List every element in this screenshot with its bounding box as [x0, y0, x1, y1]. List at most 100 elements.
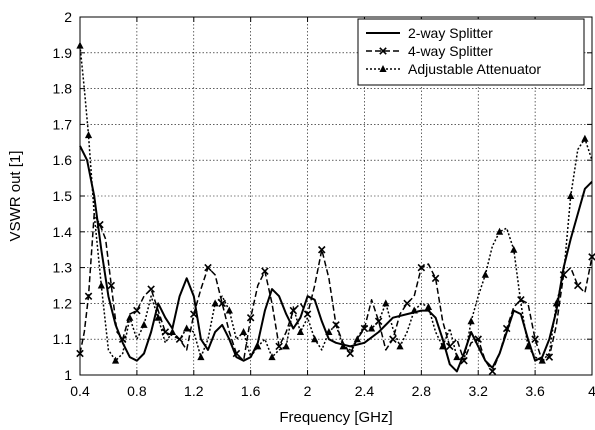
legend-entry: Adjustable Attenuator — [366, 61, 541, 77]
x-marker — [574, 281, 582, 290]
x-tick-label: 3.6 — [525, 383, 545, 399]
x-tick-label: 1.2 — [184, 383, 204, 399]
x-tick-label: 2.4 — [355, 383, 375, 399]
legend-label: 2-way Splitter — [408, 25, 493, 41]
x-marker — [517, 296, 525, 304]
x-tick-label: 3.2 — [468, 383, 488, 399]
tick-layer: 0.4 0.8 1.2 1.6 2 2.4 2.8 3.2 3.6 4 1 1.1 1.2 1.3 1.4 1… — [53, 9, 595, 399]
triangle-marker — [439, 342, 447, 350]
y-axis-label: VSWR out [1] — [7, 151, 24, 242]
y-tick-label: 1.3 — [53, 260, 73, 276]
x-marker — [133, 306, 141, 315]
x-marker — [446, 342, 454, 351]
x-marker — [431, 274, 440, 283]
y-tick-label: 1.2 — [53, 295, 73, 311]
triangle-marker — [567, 192, 575, 199]
x-marker — [261, 267, 269, 275]
x-marker — [96, 220, 104, 229]
x-marker — [218, 299, 226, 308]
x-marker — [76, 349, 84, 358]
triangle-marker — [396, 342, 404, 350]
x-marker — [531, 335, 539, 343]
legend-entry: 2-way Splitter — [366, 25, 493, 41]
triangle-marker — [97, 281, 105, 289]
y-tick-label: 1.9 — [53, 45, 73, 61]
triangle-marker — [76, 41, 84, 49]
triangle-marker — [524, 342, 532, 350]
x-marker — [389, 335, 397, 343]
triangle-marker — [239, 328, 248, 336]
triangle-marker — [382, 299, 390, 307]
y-tick-label: 1.6 — [53, 152, 73, 168]
series-line — [79, 213, 593, 373]
x-marker — [318, 245, 326, 254]
x-marker — [107, 281, 116, 290]
triangle-marker — [296, 328, 305, 336]
triangle-marker — [126, 313, 134, 321]
x-axis-label: Frequency [GHz] — [279, 409, 392, 426]
triangle-marker — [211, 299, 219, 307]
triangle-marker — [254, 342, 262, 350]
triangle-marker — [84, 131, 93, 139]
y-tick-label: 1.5 — [53, 188, 73, 204]
x-tick-label: 0.8 — [127, 383, 147, 399]
y-tick-label: 1 — [64, 367, 72, 383]
x-marker — [147, 285, 155, 293]
triangle-marker — [510, 245, 518, 253]
y-tick-label: 1.1 — [53, 331, 73, 347]
triangle-marker — [424, 302, 433, 310]
x-tick-label: 0.4 — [70, 383, 90, 399]
legend-label: 4-way Splitter — [408, 43, 493, 59]
triangle-marker — [325, 328, 333, 336]
x-marker — [545, 353, 554, 361]
legend-entry: 4-way Splitter — [366, 43, 493, 59]
series-line — [79, 45, 593, 362]
x-marker — [502, 324, 511, 333]
x-marker — [84, 292, 93, 301]
triangle-marker — [111, 356, 120, 364]
triangle-marker — [379, 65, 387, 72]
triangle-marker — [183, 324, 191, 332]
series-layer — [76, 41, 595, 376]
x-marker — [588, 253, 595, 261]
triangle-marker — [495, 227, 504, 235]
legend-label: Adjustable Attenuator — [408, 61, 541, 77]
legend: 2-way Splitter 4-way Splitter Adjustable A… — [357, 18, 585, 86]
triangle-marker — [410, 306, 418, 314]
x-marker — [246, 313, 255, 322]
triangle-marker — [282, 342, 290, 350]
triangle-marker — [453, 353, 461, 361]
triangle-marker — [225, 306, 233, 314]
legend-box — [357, 18, 585, 86]
series-3 — [76, 41, 593, 364]
x-tick-label: 2.8 — [412, 383, 432, 399]
series-2 — [76, 213, 595, 376]
x-marker — [204, 263, 212, 272]
triangle-marker — [154, 313, 162, 321]
y-tick-label: 2 — [64, 9, 72, 25]
x-marker — [379, 47, 387, 55]
x-marker — [332, 321, 340, 329]
y-tick-label: 1.7 — [53, 116, 73, 132]
x-marker — [232, 349, 241, 358]
series-1 — [79, 145, 593, 373]
x-tick-label: 2 — [304, 383, 312, 399]
x-marker — [303, 310, 312, 318]
triangle-marker — [339, 342, 347, 350]
x-marker — [417, 263, 426, 272]
triangle-marker — [197, 353, 205, 361]
x-marker — [474, 335, 482, 343]
triangle-marker — [168, 328, 177, 336]
x-tick-label: 4 — [588, 383, 595, 399]
series-line — [79, 145, 593, 373]
x-marker — [275, 342, 283, 351]
triangle-marker — [481, 270, 489, 278]
x-marker — [190, 310, 198, 318]
triangle-marker — [367, 324, 376, 332]
x-marker — [346, 349, 354, 358]
triangle-marker — [268, 353, 276, 361]
triangle-marker — [353, 335, 361, 343]
triangle-marker — [552, 299, 561, 307]
y-tick-label: 1.8 — [53, 81, 73, 97]
